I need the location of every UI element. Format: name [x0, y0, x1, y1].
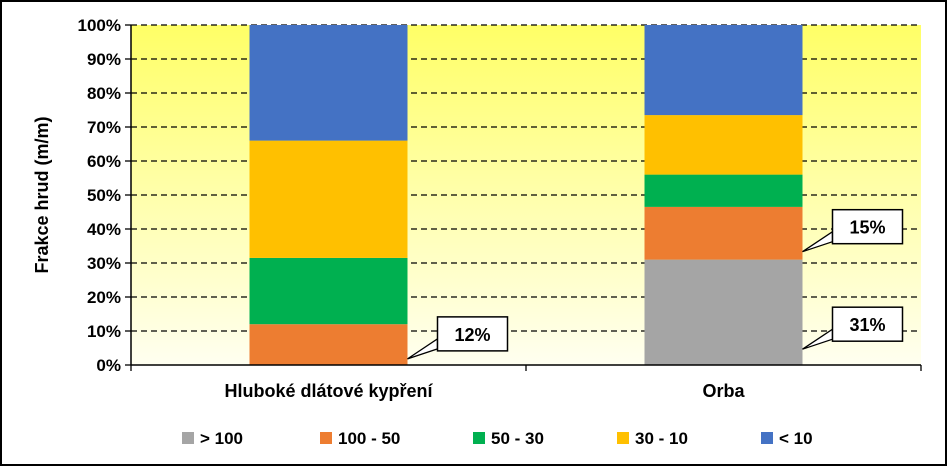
- legend-swatch: [761, 432, 773, 444]
- y-tick-label: 80%: [87, 84, 121, 103]
- callout: 12%: [407, 316, 509, 360]
- callout-label: 15%: [849, 218, 885, 238]
- legend-label: 30 - 10: [635, 429, 688, 448]
- y-tick-label: 40%: [87, 220, 121, 239]
- bar-segment: [249, 257, 408, 325]
- y-tick-label: 70%: [87, 118, 121, 137]
- legend-item: 50 - 30: [473, 429, 544, 448]
- legend-swatch: [473, 432, 485, 444]
- category-label: Orba: [702, 381, 745, 401]
- bar-segment: [644, 174, 803, 207]
- callout: 15%: [802, 208, 904, 253]
- y-axis-ticks: 0% 10% 20% 30% 40% 50% 60% 70% 80% 90% 100%: [78, 16, 121, 375]
- callout: 31%: [802, 306, 904, 350]
- callout-label: 12%: [454, 325, 490, 345]
- y-tick-label: 60%: [87, 152, 121, 171]
- y-axis-label: Frakce hrud (m/m): [32, 116, 52, 273]
- category-labels: Hluboké dlátové kypření Orba: [224, 381, 745, 401]
- legend-item: 30 - 10: [617, 429, 688, 448]
- legend-swatch: [617, 432, 629, 444]
- bar-segment: [644, 206, 803, 260]
- callout-box: [831, 208, 904, 245]
- legend-label: > 100: [200, 429, 243, 448]
- bar-segment: [249, 140, 408, 258]
- bar-segment: [249, 25, 408, 141]
- legend-swatch: [182, 432, 194, 444]
- legend: > 100 100 - 50 50 - 30 30 - 10 < 10: [182, 429, 813, 448]
- bars: [249, 25, 803, 365]
- category-label: Hluboké dlátové kypření: [224, 381, 433, 401]
- legend-swatch: [320, 432, 332, 444]
- legend-label: 100 - 50: [338, 429, 400, 448]
- bar-segment: [249, 324, 408, 365]
- y-tick-label: 30%: [87, 254, 121, 273]
- callout-label: 31%: [849, 315, 885, 335]
- legend-item: > 100: [182, 429, 243, 448]
- legend-item: 100 - 50: [320, 429, 400, 448]
- axes: [125, 24, 922, 371]
- y-tick-label: 50%: [87, 186, 121, 205]
- legend-item: < 10: [761, 429, 813, 448]
- legend-label: < 10: [779, 429, 813, 448]
- y-tick-label: 90%: [87, 50, 121, 69]
- y-tick-label: 0%: [96, 356, 121, 375]
- bar-segment: [644, 25, 803, 116]
- callouts: 12% 15% 31%: [407, 208, 904, 360]
- callout-box: [436, 316, 509, 352]
- y-tick-label: 10%: [87, 322, 121, 341]
- y-tick-label: 100%: [78, 16, 121, 35]
- bar-segment: [644, 115, 803, 175]
- y-tick-label: 20%: [87, 288, 121, 307]
- legend-label: 50 - 30: [491, 429, 544, 448]
- callout-box: [831, 306, 904, 342]
- bar-segment: [644, 259, 803, 365]
